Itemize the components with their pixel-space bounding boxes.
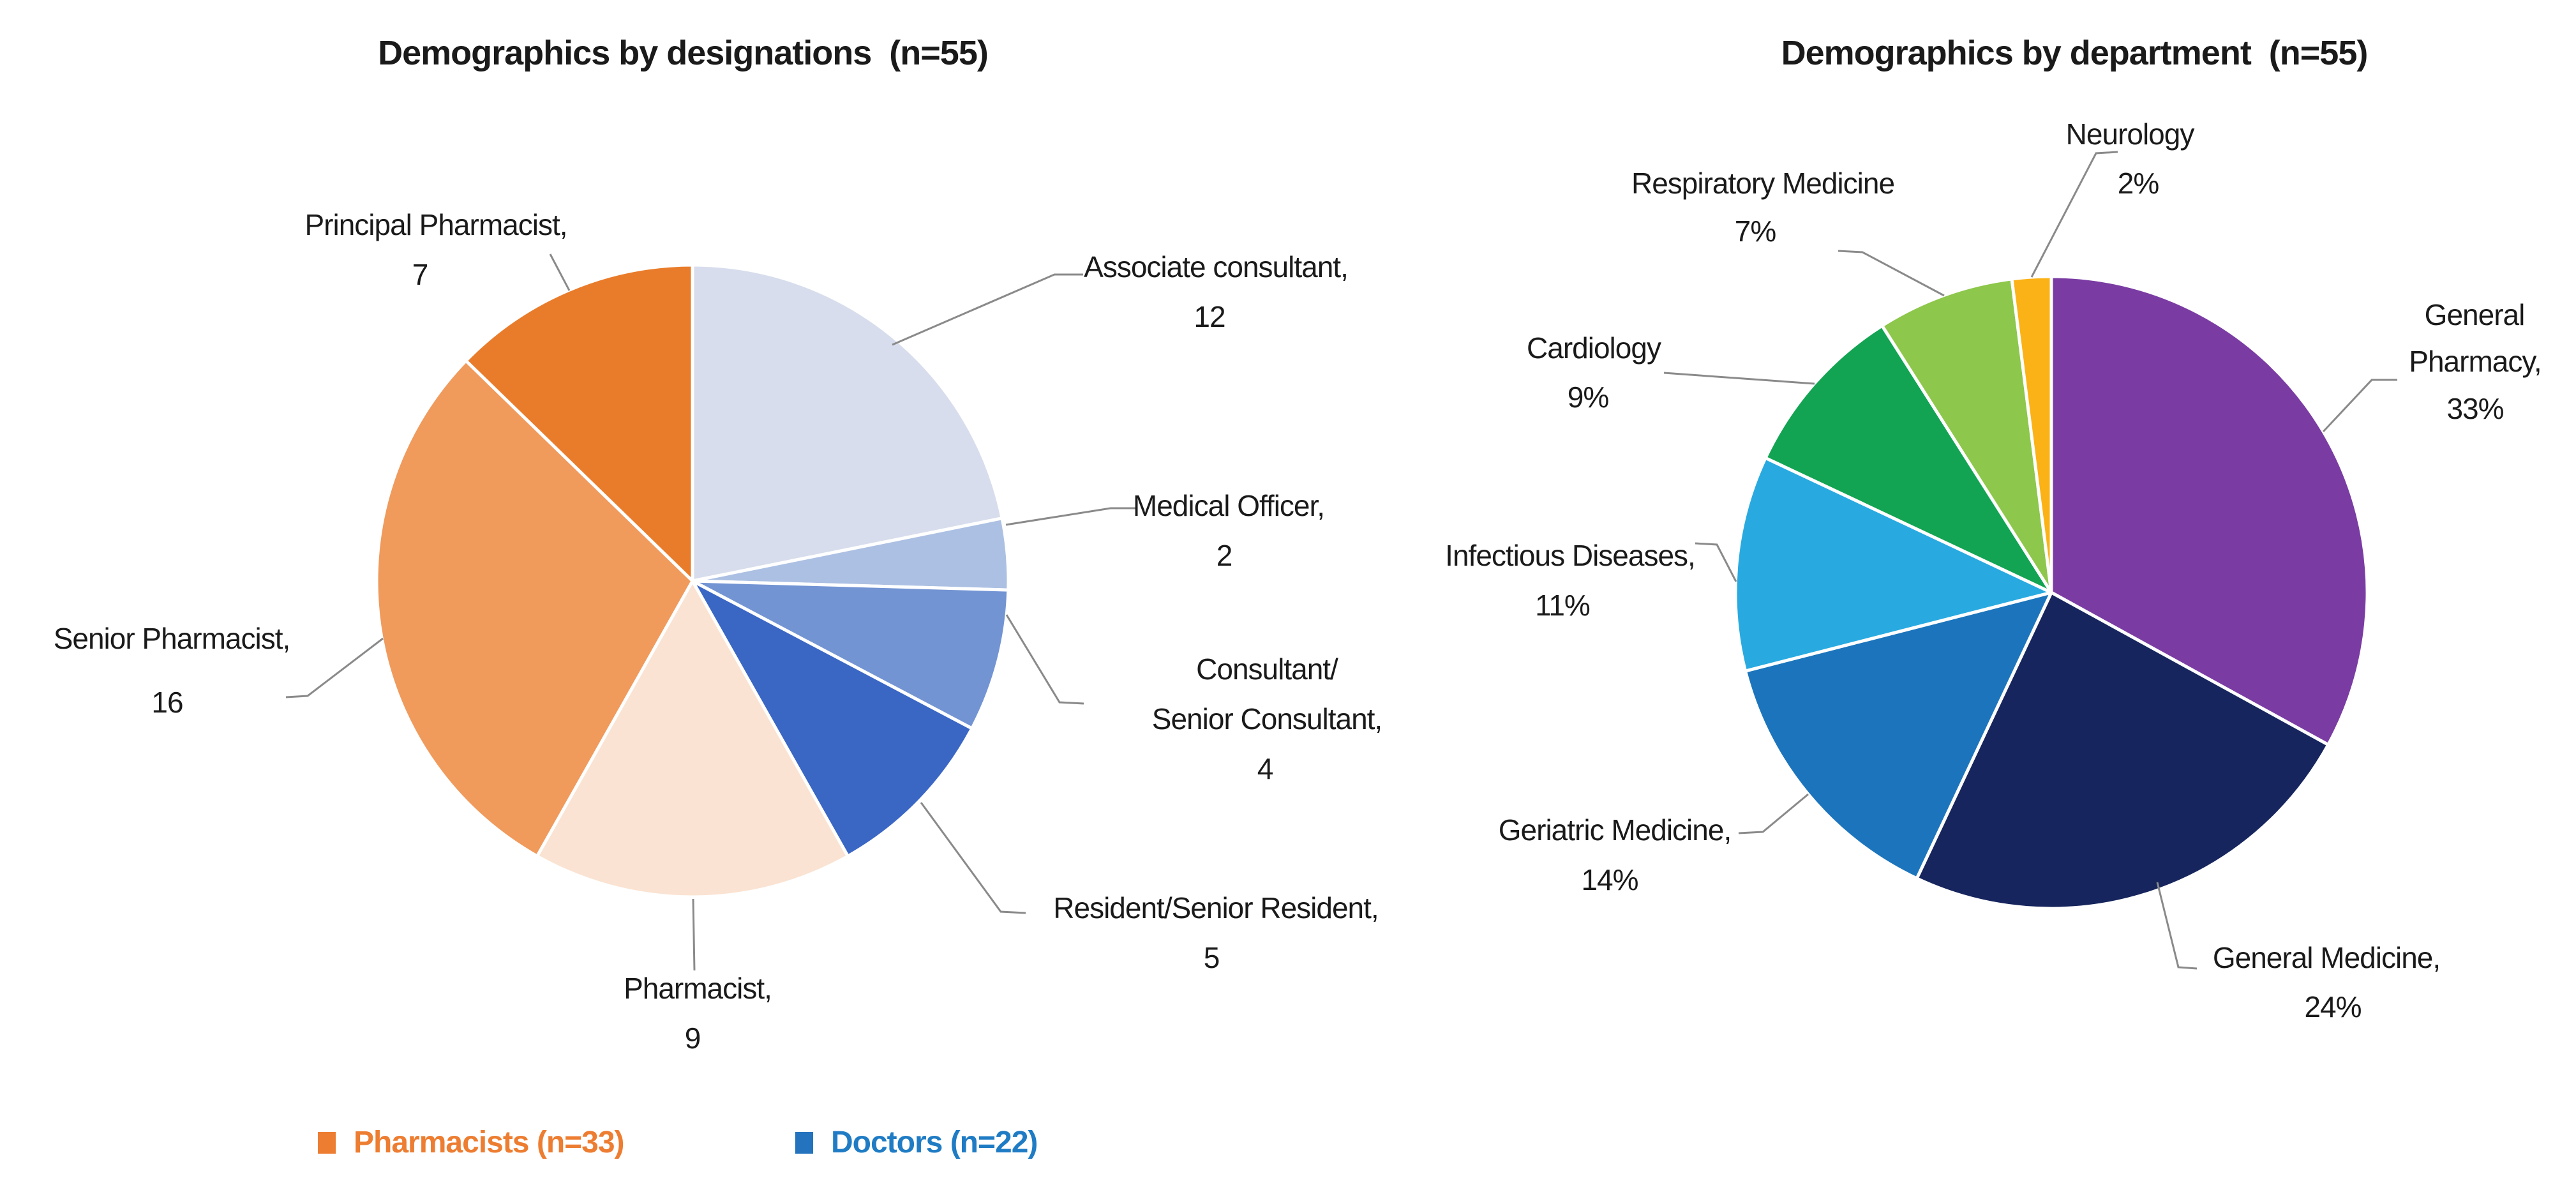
data-label-line: Neurology (2066, 117, 2195, 151)
data-label-geriatric-medicine: Geriatric Medicine, 14% (1499, 813, 1732, 896)
data-label-line: Respiratory Medicine (1631, 167, 1894, 200)
leader-line-senior-pharmacist (285, 637, 384, 698)
legend: Pharmacists (n=33) Doctors (n=22) (0, 1125, 1404, 1176)
data-label-line: Pharmacist, (624, 972, 772, 1005)
department-chart-title: Demographics by department (n=55) (1781, 34, 2369, 72)
data-label-neurology: Neurology 2% (2066, 117, 2196, 200)
demographics-by-designations-n-55-pie: Associate consultant, 12 Medical Officer, 2… (54, 208, 1383, 1055)
data-label-line: 2% (2118, 167, 2159, 200)
data-label-line: 5 (1204, 941, 1220, 974)
data-label-line: 4 (1257, 752, 1273, 785)
data-label-line: Associate consultant, (1084, 250, 1348, 283)
pie-slice-general-medicine (1915, 591, 2330, 910)
data-label-line: General (2425, 298, 2525, 331)
data-label-line: 33% (2446, 392, 2503, 425)
data-label-line: Medical Officer, (1133, 489, 1324, 522)
data-label-medical-officer: Medical Officer, 2 (1133, 489, 1325, 572)
leader-line-associate-consultant (892, 273, 1083, 346)
pie-slice-neurology (2010, 275, 2053, 594)
pie-slice-geriatric-medicine (1744, 591, 2053, 880)
legend-label-doctors: Doctors (n=22) (831, 1126, 1038, 1159)
legend-label-pharmacists: Pharmacists (n=33) (354, 1126, 625, 1159)
data-label-resident-senior-resident: Resident/Senior Resident, 5 (1053, 891, 1379, 974)
designations-chart-title: Demographics by designations (n=55) (378, 34, 989, 72)
data-label-line: 11% (1535, 589, 1590, 622)
leader-line-principal-pharmacist (549, 253, 571, 291)
pie-slice-associate-consultant (691, 263, 1004, 583)
data-label-line: 9 (685, 1022, 701, 1055)
leader-line-neurology (2030, 151, 2118, 278)
leader-line-infectious-diseases (1695, 542, 1737, 582)
pie-slice-senior-pharmacist (375, 359, 694, 858)
data-label-line: 9% (1568, 381, 1609, 414)
data-label-line: Principal Pharmacist, (304, 208, 567, 241)
data-label-associate-consultant: Associate consultant, 12 (1084, 250, 1349, 333)
pie-slice-consultant-senior-consultant (691, 579, 1010, 730)
data-label-line: 24% (2304, 990, 2361, 1023)
leader-line-general-medicine (2156, 882, 2198, 970)
data-label-respiratory-medicine: Respiratory Medicine 7% (1631, 167, 1895, 248)
doctors-legend-marker-icon (795, 1131, 813, 1154)
pie-slice-infectious-diseases (1734, 456, 2053, 673)
pie-slice-pharmacist (535, 579, 850, 899)
data-label-consultant-senior-consultant: Consultant/Senior Consultant, 4 (1152, 652, 1382, 785)
data-label-line: Consultant/ (1196, 652, 1338, 686)
data-label-line: Pharmacy, (2409, 345, 2541, 378)
data-label-infectious-diseases: Infectious Diseases, 11% (1445, 539, 1696, 622)
data-label-senior-pharmacist: Senior Pharmacist, 16 (54, 622, 291, 719)
data-label-line: Infectious Diseases, (1445, 539, 1695, 572)
data-label-line: Cardiology (1527, 331, 1661, 365)
data-label-line: 16 (151, 686, 183, 719)
data-label-line: General Medicine, (2213, 941, 2440, 974)
data-label-pharmacist: Pharmacist, 9 (624, 972, 772, 1055)
pie-slice-resident-senior-resident (691, 579, 974, 858)
leader-line-pharmacist (692, 898, 696, 971)
data-label-line: Resident/Senior Resident, (1053, 891, 1378, 924)
data-label-line: 14% (1581, 863, 1638, 896)
data-label-line: 2 (1217, 539, 1232, 572)
leader-line-resident-senior-resident (920, 802, 1026, 914)
leader-line-respiratory-medicine (1838, 250, 1945, 297)
data-label-line: 12 (1194, 300, 1225, 333)
data-label-general-medicine: General Medicine, 24% (2213, 941, 2441, 1023)
data-label-line: 7 (412, 258, 428, 291)
legend-item-doctors: Doctors (n=22) (795, 1125, 1038, 1160)
leader-line-consultant-senior-consultant (1005, 614, 1084, 705)
data-label-line: 7% (1735, 215, 1776, 248)
legend-item-pharmacists: Pharmacists (n=33) (318, 1125, 625, 1160)
leader-line-cardiology (1663, 372, 1815, 385)
leader-line-general-pharmacy (2322, 379, 2397, 433)
pharmacists-legend-marker-icon (318, 1131, 336, 1154)
leader-line-medical-officer (1005, 507, 1137, 526)
data-label-cardiology: Cardiology 9% (1527, 331, 1662, 414)
data-label-line: Senior Consultant, (1152, 702, 1382, 735)
data-label-principal-pharmacist: Principal Pharmacist, 7 (304, 208, 567, 291)
data-label-line: Geriatric Medicine, (1499, 813, 1731, 847)
data-label-general-pharmacy: General Pharmacy, 33% (2409, 298, 2542, 425)
data-label-line: Senior Pharmacist, (54, 622, 290, 655)
leader-line-geriatric-medicine (1738, 793, 1809, 834)
